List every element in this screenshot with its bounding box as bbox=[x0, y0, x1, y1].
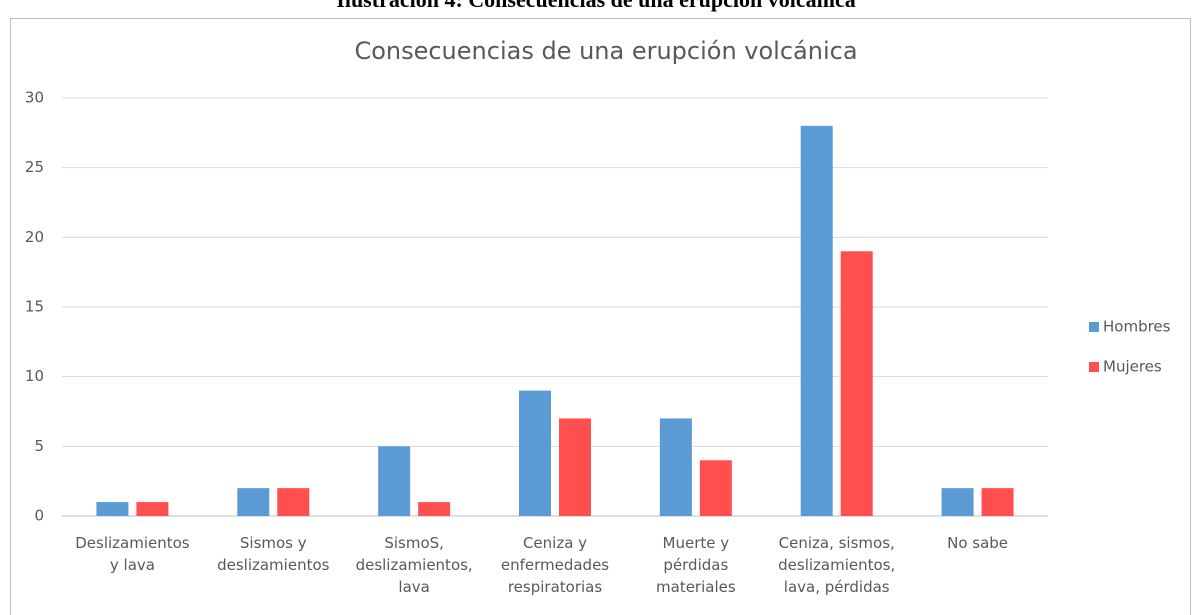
x-tick-label: Ceniza, sismos, deslizamientos, lava, pérd… bbox=[778, 534, 895, 596]
bar bbox=[800, 125, 833, 516]
chart-title: Consecuencias de una erupción volcánica bbox=[354, 37, 857, 65]
legend-swatch bbox=[1089, 322, 1099, 332]
x-tick-label: Deslizamientos y lava bbox=[75, 534, 190, 574]
bar bbox=[277, 488, 310, 516]
bar bbox=[981, 488, 1014, 516]
bar bbox=[378, 446, 411, 516]
bar bbox=[136, 502, 169, 516]
caption: Ilustración 4: Consecuencias de una erup… bbox=[336, 0, 855, 12]
y-tick-label: 10 bbox=[25, 367, 44, 385]
bar bbox=[941, 488, 974, 516]
bar bbox=[519, 390, 551, 516]
bar bbox=[418, 502, 451, 516]
bar bbox=[659, 418, 692, 516]
x-tick-label: No sabe bbox=[947, 534, 1008, 552]
bar bbox=[559, 418, 591, 516]
legend-label: Hombres bbox=[1103, 318, 1171, 336]
x-tick-label: Sismos y deslizamientos bbox=[217, 534, 330, 574]
bar bbox=[840, 251, 873, 516]
y-tick-label: 15 bbox=[25, 298, 44, 316]
y-tick-label: 20 bbox=[25, 228, 44, 246]
y-tick-label: 30 bbox=[25, 89, 44, 107]
x-tick-label: Muerte y pérdidas materiales bbox=[656, 534, 736, 596]
y-tick-label: 25 bbox=[25, 158, 44, 176]
legend-swatch bbox=[1089, 362, 1099, 372]
x-tick-label: SismoS, deslizamientos, lava bbox=[356, 534, 473, 596]
bar bbox=[96, 502, 129, 516]
y-tick-label: 0 bbox=[34, 507, 44, 525]
bar bbox=[699, 460, 732, 516]
y-tick-label: 5 bbox=[34, 437, 44, 455]
bar bbox=[237, 488, 270, 516]
x-tick-label: Ceniza y enfermedades respiratorias bbox=[501, 534, 609, 596]
legend-label: Mujeres bbox=[1103, 358, 1162, 376]
chart-border bbox=[10, 18, 1191, 615]
